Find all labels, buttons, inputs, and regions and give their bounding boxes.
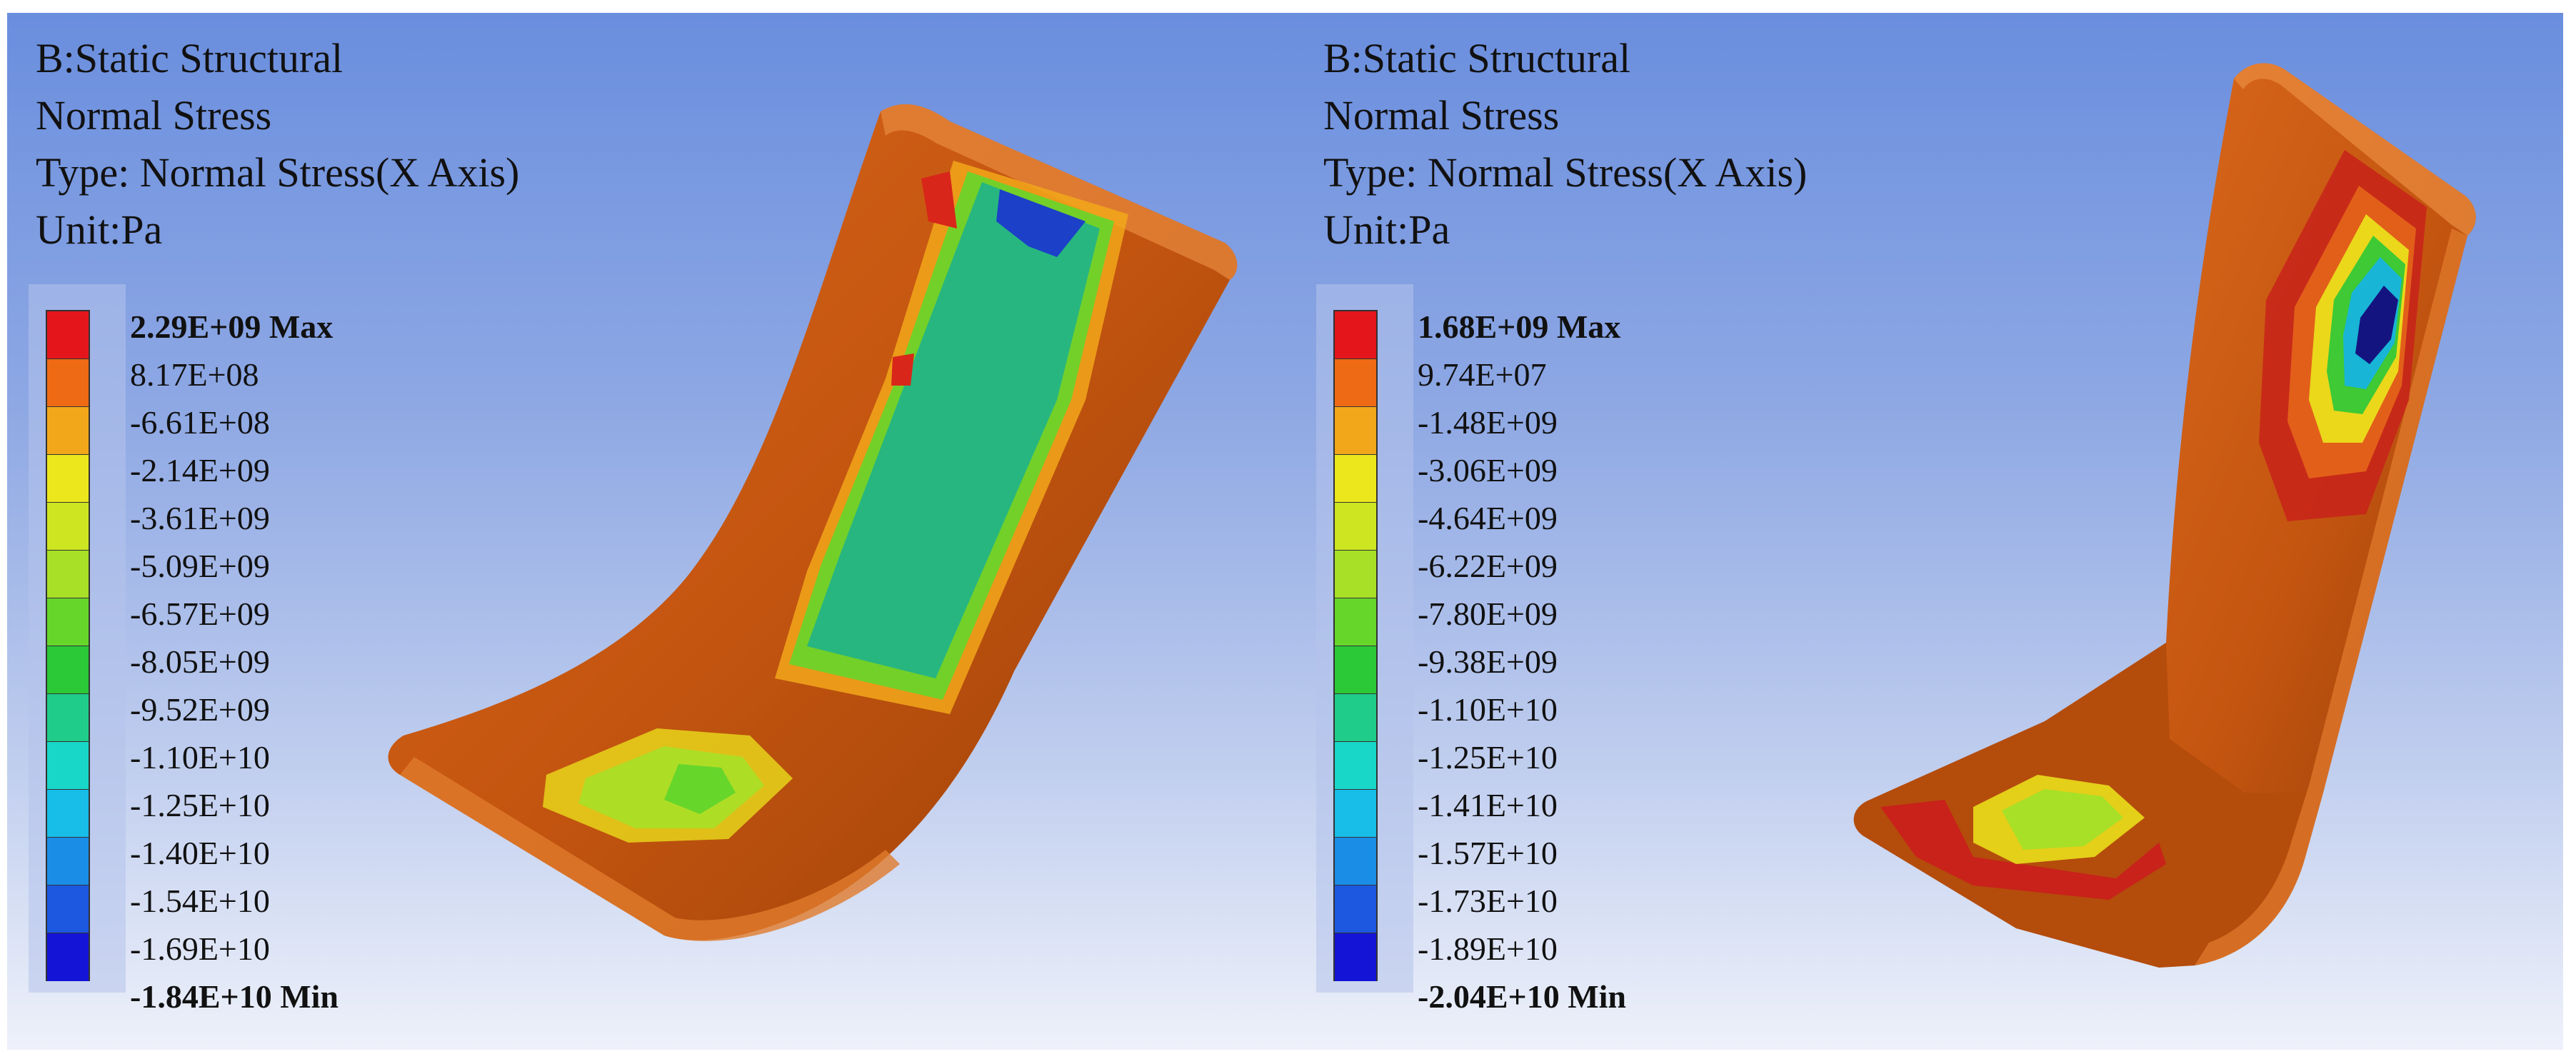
analysis-title: B:Static Structural xyxy=(1323,35,1631,81)
legend-level-label: -1.89E+10 xyxy=(1418,930,1558,967)
legend-swatch xyxy=(1335,790,1376,838)
legend-level-label: -3.06E+09 xyxy=(1418,452,1558,488)
legend-level-label: -7.80E+09 xyxy=(1418,596,1558,632)
right-result-panel: B:Static Structural Normal Stress Type: … xyxy=(1288,0,2576,1059)
legend-swatch xyxy=(47,503,89,551)
legend-level-label: -4.64E+09 xyxy=(1418,500,1558,536)
legend-swatch xyxy=(47,646,89,694)
legend-swatch xyxy=(1335,933,1376,981)
legend-color-bar xyxy=(46,310,90,981)
result-type: Type: Normal Stress(X Axis) xyxy=(1323,149,1808,196)
legend-swatch xyxy=(47,311,89,359)
legend-level-label: -8.05E+09 xyxy=(130,643,270,680)
legend-swatch xyxy=(47,455,89,503)
legend-level-label: -1.10E+10 xyxy=(1418,691,1558,728)
legend-swatch xyxy=(1335,885,1376,933)
legend-color-bar xyxy=(1333,310,1378,981)
legend-swatch xyxy=(1335,694,1376,742)
legend-swatch xyxy=(47,407,89,455)
model-front-edge xyxy=(400,757,900,941)
legend-level-label: -9.38E+09 xyxy=(1418,643,1558,680)
model-top-rim xyxy=(881,104,1238,280)
model-top-rim xyxy=(2234,63,2476,236)
legend-level-label: -1.73E+10 xyxy=(1418,883,1558,919)
result-name: Normal Stress xyxy=(36,92,272,139)
legend-swatch xyxy=(1335,503,1376,551)
back-stress-zone-core xyxy=(996,189,1086,257)
legend-level-label: -1.25E+10 xyxy=(130,787,270,823)
legend-labels: 2.29E+09 Max 8.17E+08 -6.61E+08 -2.14E+0… xyxy=(130,303,339,1020)
legend-level-label: 9.74E+07 xyxy=(1418,356,1547,393)
legend-min-label: -2.04E+10 Min xyxy=(1418,978,1626,1015)
legend-swatch xyxy=(1335,407,1376,455)
result-unit: Unit:Pa xyxy=(36,206,163,253)
legend-labels: 1.68E+09 Max 9.74E+07 -1.48E+09 -3.06E+0… xyxy=(1418,303,1626,1020)
seat-stress-zone-inner xyxy=(2002,789,2123,850)
legend-swatch xyxy=(47,359,89,407)
legend-swatch xyxy=(1335,838,1376,885)
color-legend xyxy=(1316,284,1413,993)
legend-level-label: 8.17E+08 xyxy=(130,356,259,393)
back-stress-zone-core xyxy=(2355,286,2398,364)
result-type: Type: Normal Stress(X Axis) xyxy=(36,149,520,196)
curved-seat-model xyxy=(388,104,1238,941)
legend-swatch xyxy=(47,790,89,838)
legend-level-label: -6.22E+09 xyxy=(1418,548,1558,584)
legend-level-label: -1.40E+10 xyxy=(130,835,270,871)
legend-level-label: -1.69E+10 xyxy=(130,930,270,967)
legend-swatch xyxy=(47,838,89,885)
result-unit: Unit:Pa xyxy=(1323,206,1450,253)
legend-level-label: -1.25E+10 xyxy=(1418,739,1558,776)
legend-level-label: -9.52E+09 xyxy=(130,691,270,728)
legend-swatch xyxy=(47,885,89,933)
legend-swatch xyxy=(1335,551,1376,598)
back-red-patch-2 xyxy=(891,353,914,386)
legend-level-label: -2.14E+09 xyxy=(130,452,270,488)
back-red-patch xyxy=(921,171,957,229)
legend-swatch xyxy=(47,933,89,981)
legend-swatch xyxy=(1335,598,1376,646)
result-header: B:Static Structural Normal Stress Type: … xyxy=(1323,30,1807,259)
legend-swatch xyxy=(1335,455,1376,503)
left-result-panel: B:Static Structural Normal Stress Type: … xyxy=(7,13,1288,1050)
legend-level-label: -1.10E+10 xyxy=(130,739,270,776)
legend-max-label: 2.29E+09 Max xyxy=(130,308,334,345)
analysis-title: B:Static Structural xyxy=(36,35,344,81)
legend-max-label: 1.68E+09 Max xyxy=(1418,308,1621,345)
seat-stress-zone-core xyxy=(664,764,736,814)
legend-swatch xyxy=(1335,646,1376,694)
seat-stress-zone-red xyxy=(1880,800,2166,900)
legend-swatch xyxy=(1335,359,1376,407)
back-stress-zone-inner xyxy=(807,182,1100,678)
result-header: B:Static Structural Normal Stress Type: … xyxy=(36,30,519,259)
result-name: Normal Stress xyxy=(1323,92,1560,139)
legend-swatch xyxy=(47,551,89,598)
legend-level-label: -3.61E+09 xyxy=(130,500,270,536)
legend-swatch xyxy=(1335,311,1376,359)
legend-level-label: -1.41E+10 xyxy=(1418,787,1558,823)
legend-swatch xyxy=(47,742,89,790)
legend-level-label: -1.48E+09 xyxy=(1418,404,1558,441)
legend-level-label: -6.57E+09 xyxy=(130,596,270,632)
legend-swatch xyxy=(1335,742,1376,790)
legend-min-label: -1.84E+10 Min xyxy=(130,978,339,1015)
legend-swatch xyxy=(47,694,89,742)
color-legend xyxy=(29,284,126,993)
legend-level-label: -5.09E+09 xyxy=(130,548,270,584)
legend-level-label: -6.61E+08 xyxy=(130,404,270,441)
legend-level-label: -1.54E+10 xyxy=(130,883,270,919)
model-side-edge xyxy=(2195,229,2467,965)
legend-swatch xyxy=(47,598,89,646)
legend-level-label: -1.57E+10 xyxy=(1418,835,1558,871)
l-bracket-model xyxy=(1853,63,2476,968)
